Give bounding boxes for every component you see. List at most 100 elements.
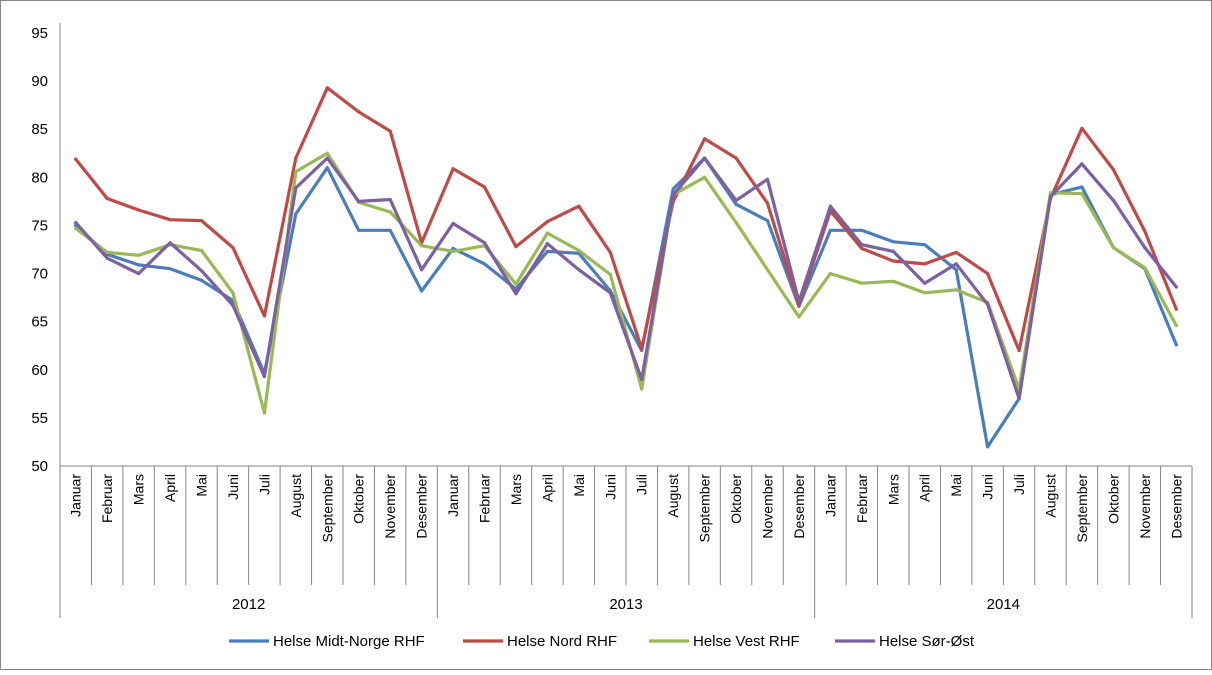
legend-label: Helse Vest RHF: [693, 633, 800, 650]
data-point: [168, 241, 172, 245]
x-month-label: Desember: [791, 474, 807, 539]
data-point: [199, 269, 204, 273]
x-month-label: Mars: [885, 474, 901, 505]
x-month-label: Januar: [822, 474, 838, 517]
data-point: [231, 246, 235, 250]
data-point: [451, 221, 455, 226]
x-month-label: November: [1137, 474, 1153, 539]
data-point: [986, 302, 990, 306]
data-point: [891, 279, 895, 283]
data-point: [797, 315, 801, 319]
data-point: [860, 246, 864, 251]
data-point: [231, 291, 235, 295]
data-point: [357, 228, 361, 232]
x-month-label: November: [382, 474, 398, 539]
data-point: [797, 299, 801, 304]
data-point: [388, 228, 392, 232]
x-year-label: 2012: [232, 596, 265, 613]
data-point: [294, 186, 298, 190]
legend-label: Helse Midt-Norge RHF: [273, 633, 425, 650]
data-point: [734, 202, 738, 206]
data-point: [797, 303, 801, 307]
data-point: [860, 228, 864, 232]
data-point: [734, 156, 738, 160]
data-point: [1111, 198, 1115, 202]
data-point: [199, 278, 204, 282]
data-point: [420, 289, 424, 293]
x-month-label: November: [760, 474, 776, 539]
data-point: [294, 212, 298, 216]
legend-item: Helse Sør-Øst: [835, 633, 975, 650]
x-month-label: Juni: [980, 474, 996, 500]
data-point: [1174, 323, 1178, 328]
data-point: [640, 377, 644, 381]
data-point: [577, 248, 581, 253]
x-month-label: Oktober: [728, 474, 744, 524]
data-point: [608, 272, 612, 277]
data-point: [860, 243, 864, 247]
data-point: [765, 201, 770, 205]
data-point: [954, 262, 958, 266]
data-point: [640, 387, 644, 391]
y-tick-label: 90: [31, 73, 48, 90]
y-tick-label: 80: [31, 169, 48, 186]
data-point: [357, 110, 361, 114]
data-point: [1080, 192, 1084, 196]
data-point: [451, 246, 455, 251]
data-point: [74, 157, 78, 161]
data-point: [577, 204, 581, 208]
data-point: [828, 228, 833, 232]
data-point: [137, 208, 141, 212]
data-point: [986, 272, 990, 276]
x-month-label: April: [917, 474, 933, 502]
data-point: [294, 170, 298, 174]
data-point: [923, 262, 927, 266]
data-point: [105, 196, 109, 201]
x-month-label: Juni: [602, 474, 618, 500]
data-point: [577, 268, 581, 272]
data-point: [482, 241, 487, 245]
y-tick-label: 60: [31, 362, 48, 379]
data-point: [954, 268, 958, 272]
data-point: [137, 263, 141, 267]
data-point: [482, 185, 487, 189]
x-month-label: Mars: [508, 474, 524, 505]
x-month-label: Mai: [948, 474, 964, 497]
data-point: [545, 242, 550, 246]
data-point: [451, 249, 455, 253]
data-point: [420, 268, 424, 272]
data-point: [262, 314, 266, 318]
data-point: [765, 219, 770, 223]
data-point: [325, 86, 329, 90]
data-point: [325, 166, 329, 170]
data-point: [514, 282, 518, 286]
data-point: [545, 220, 550, 224]
data-point: [1080, 126, 1084, 130]
x-month-label: April: [539, 474, 555, 502]
data-point: [262, 411, 266, 415]
data-point: [137, 272, 141, 276]
data-point: [891, 249, 895, 253]
data-point: [954, 288, 958, 292]
x-month-label: August: [665, 474, 681, 518]
data-point: [231, 303, 235, 307]
x-month-label: Januar: [68, 474, 84, 517]
data-point: [545, 231, 550, 235]
data-point: [357, 199, 361, 203]
x-month-label: Mai: [571, 474, 587, 497]
y-tick-label: 65: [31, 314, 48, 331]
data-point: [451, 167, 455, 171]
data-point: [986, 445, 990, 449]
data-point: [923, 243, 927, 247]
data-point: [514, 292, 518, 296]
data-point: [608, 250, 612, 254]
legend-item: Helse Midt-Norge RHF: [229, 633, 425, 650]
x-month-label: Juli: [634, 474, 650, 495]
series-group: [74, 156, 1178, 401]
data-point: [1143, 246, 1147, 250]
series-line: [74, 156, 1178, 401]
x-month-label: Oktober: [351, 474, 367, 524]
y-tick-label: 85: [31, 121, 48, 138]
